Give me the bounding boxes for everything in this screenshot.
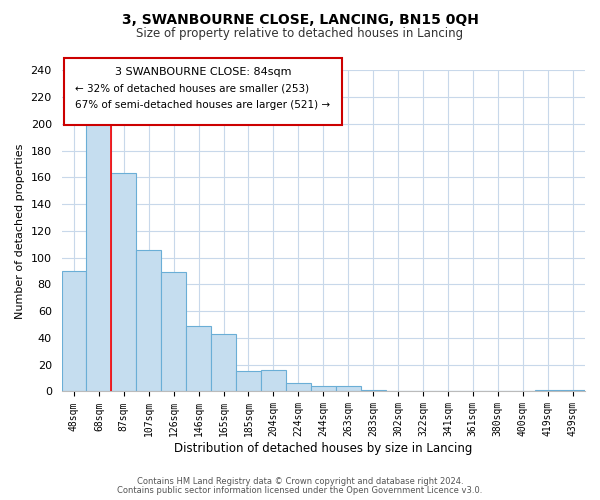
Bar: [211, 334, 236, 392]
Bar: [361, 390, 386, 392]
Bar: [161, 272, 186, 392]
X-axis label: Distribution of detached houses by size in Lancing: Distribution of detached houses by size …: [174, 442, 472, 455]
Bar: [186, 326, 211, 392]
Bar: [535, 390, 560, 392]
Y-axis label: Number of detached properties: Number of detached properties: [15, 143, 25, 318]
Bar: [261, 370, 286, 392]
Text: Size of property relative to detached houses in Lancing: Size of property relative to detached ho…: [136, 28, 464, 40]
Bar: [236, 372, 261, 392]
Bar: [86, 124, 112, 392]
Text: Contains HM Land Registry data © Crown copyright and database right 2024.: Contains HM Land Registry data © Crown c…: [137, 477, 463, 486]
Bar: [560, 390, 585, 392]
Bar: [62, 271, 86, 392]
Bar: [336, 386, 361, 392]
Text: ← 32% of detached houses are smaller (253): ← 32% of detached houses are smaller (25…: [74, 83, 309, 93]
Text: 67% of semi-detached houses are larger (521) →: 67% of semi-detached houses are larger (…: [74, 100, 330, 110]
Bar: [136, 250, 161, 392]
FancyBboxPatch shape: [64, 58, 341, 125]
Bar: [112, 174, 136, 392]
Text: 3, SWANBOURNE CLOSE, LANCING, BN15 0QH: 3, SWANBOURNE CLOSE, LANCING, BN15 0QH: [122, 12, 478, 26]
Bar: [286, 384, 311, 392]
Text: 3 SWANBOURNE CLOSE: 84sqm: 3 SWANBOURNE CLOSE: 84sqm: [115, 67, 291, 77]
Bar: [311, 386, 336, 392]
Text: Contains public sector information licensed under the Open Government Licence v3: Contains public sector information licen…: [118, 486, 482, 495]
